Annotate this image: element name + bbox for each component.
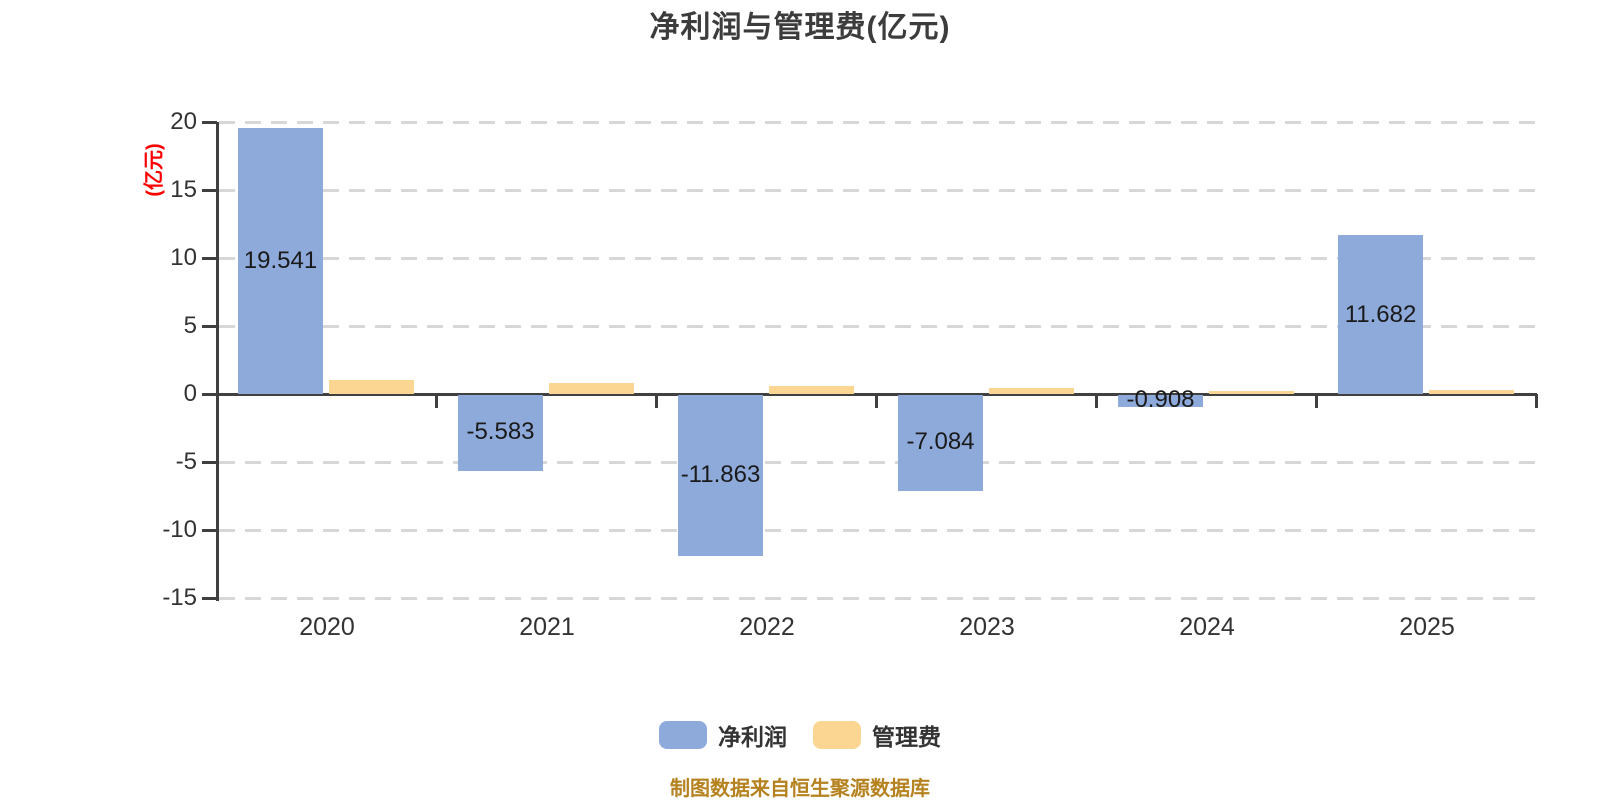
bar-value-label: -0.908 [1126,386,1195,414]
y-axis-tick [202,257,217,260]
y-tick-label: 10 [170,244,197,271]
y-tick-label: 20 [170,108,197,135]
y-axis-tick [202,325,217,328]
y-tick-label: -5 [175,448,197,475]
gridline-10 [219,257,1539,260]
plot-area: 20 15 10 5 0 -5 -10 -15 19.541 -5.583 -11.863 -7.08… [162,108,1539,641]
bar-value-label: -11.863 [680,460,761,488]
management-fee-bar [769,385,854,394]
management-fee-bar [1209,391,1294,394]
bar-value-label: 11.682 [1344,300,1417,328]
x-axis-tick [1535,394,1538,408]
y-tick-label: -15 [162,584,197,611]
net-profit-swatch [659,721,707,749]
gridline-20 [219,121,1539,124]
y-axis-line [216,122,219,601]
net-profit-bar [1338,235,1423,394]
data-source-note: 制图数据来自恒生聚源数据库 [670,778,930,800]
y-tick-label: 15 [170,176,197,203]
bar-value-label: -5.583 [466,417,535,445]
net-profit-legend-label: 净利润 [718,724,787,750]
net-profit-bar [238,128,323,394]
net-profit-bar [898,395,983,492]
x-axis-tick [1095,394,1098,408]
gridline-15 [219,189,1539,192]
net-profit-bar [458,395,543,471]
gridline-5 [219,325,1539,328]
x-axis-tick [875,394,878,408]
y-tick-label: 5 [183,312,197,339]
x-tick-label: 2025 [1399,613,1455,641]
gridline--10 [219,529,1539,532]
x-tick-label: 2022 [739,613,795,641]
net-profit-bar [1118,395,1203,408]
y-axis-tick [202,461,217,464]
management-fee-bar [989,387,1074,394]
x-tick-label: 2023 [959,613,1015,641]
chart-title: 净利润与管理费(亿元) [649,11,951,44]
y-tick-label: 0 [183,380,197,407]
management-fee-bar [1429,389,1514,394]
gridline--5 [219,461,1539,464]
x-tick-label: 2020 [299,613,355,641]
gridline--15 [219,597,1539,600]
legend-item-management-fee[interactable]: 管理费 [813,718,941,752]
y-axis-tick [202,189,217,192]
x-axis-tick [1315,394,1318,408]
y-tick-label: -10 [162,516,197,543]
management-fee-legend-label: 管理费 [872,724,941,750]
bar-value-label: 19.541 [243,247,318,275]
x-tick-label: 2024 [1179,613,1235,641]
x-axis-tick [435,394,438,408]
management-fee-bar [329,380,414,394]
management-fee-bar [549,383,634,394]
bar-value-label: -7.084 [906,428,975,456]
net-profit-bar [678,395,763,557]
y-axis-tick [202,121,217,124]
legend: 净利润 管理费 [0,718,1600,752]
x-axis-tick [655,394,658,408]
legend-item-net-profit[interactable]: 净利润 [659,718,787,752]
y-axis-tick [202,529,217,532]
x-tick-label: 2021 [519,613,575,641]
y-axis-tick [202,597,217,600]
management-fee-swatch [813,721,861,749]
y-axis-tick [202,393,217,396]
